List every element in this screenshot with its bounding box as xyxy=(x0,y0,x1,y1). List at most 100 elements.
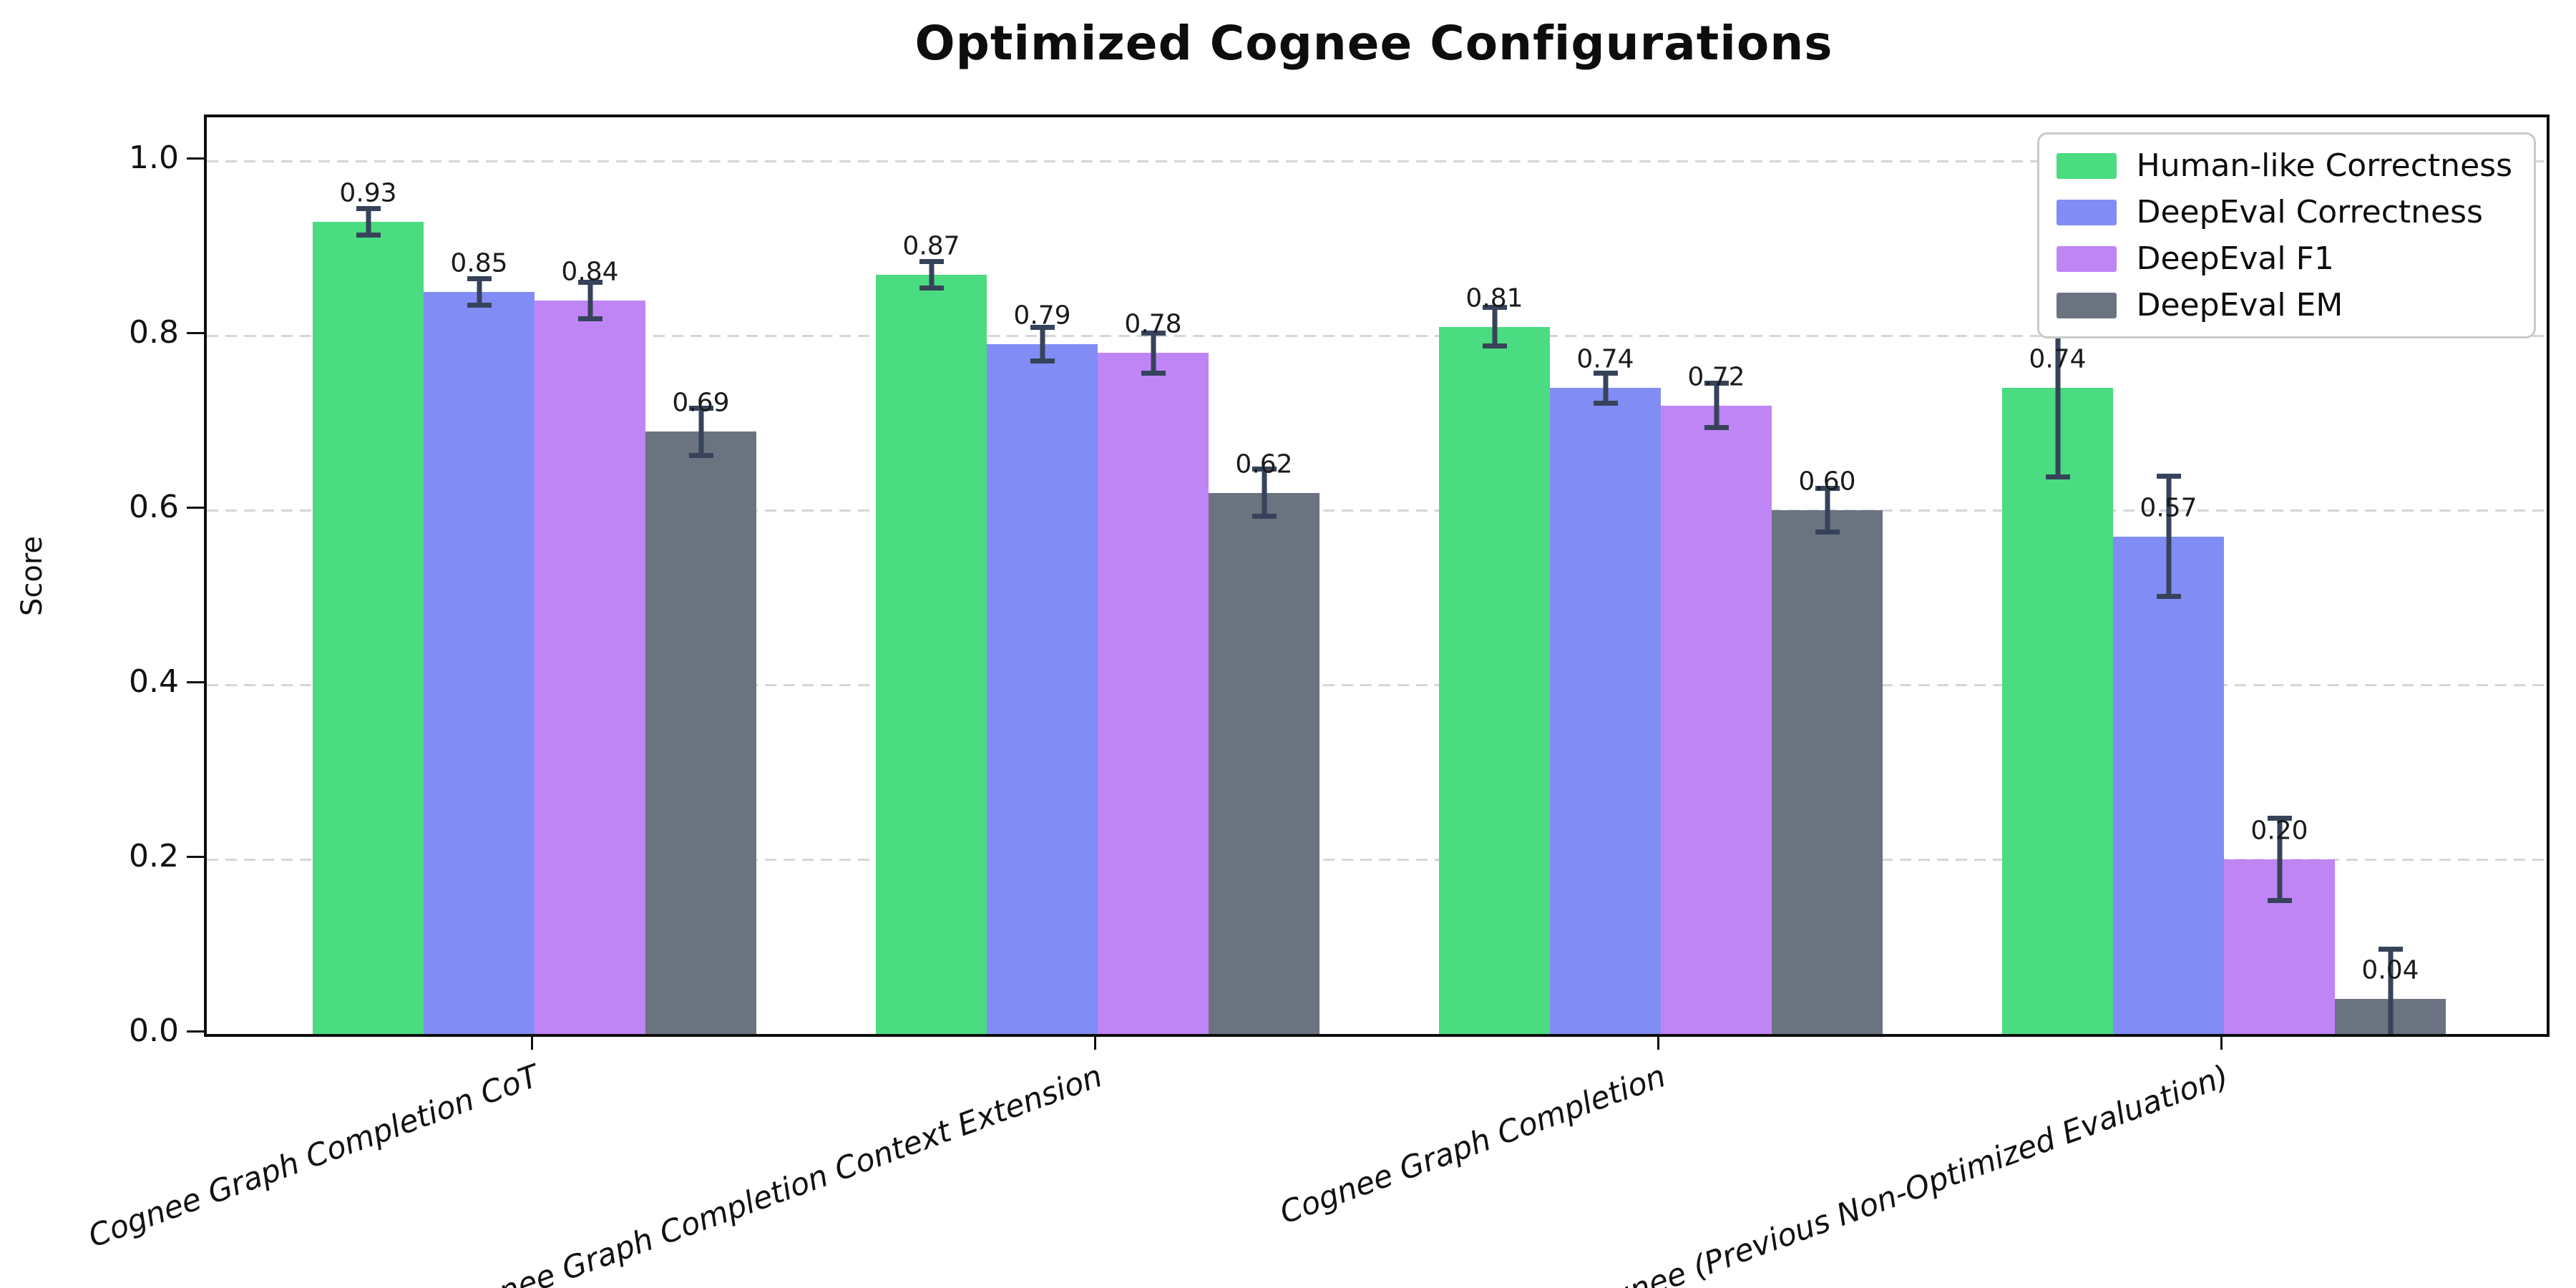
grid-line xyxy=(207,509,2547,512)
error-bar-cap-bottom xyxy=(1141,371,1166,376)
error-bar-line xyxy=(1040,325,1045,364)
value-label: 0.93 xyxy=(339,178,397,208)
y-tick-label: 0.8 xyxy=(129,314,179,351)
error-bar-cap-bottom xyxy=(1593,400,1618,406)
plot-inner: 0.93 0.85 0.84 0.69 0.87 0.79 0.78 0.62 0.81 0.74… xyxy=(207,117,2547,1034)
bar xyxy=(1439,326,1550,1034)
error-bar-cap-top xyxy=(467,276,492,282)
legend-item: DeepEval EM xyxy=(2056,287,2512,323)
chart-title: Optimized Cognee Configurations xyxy=(914,16,1833,71)
value-label: 0.69 xyxy=(672,388,730,418)
x-tick-mark xyxy=(1093,1034,1096,1050)
bar xyxy=(645,431,756,1034)
error-bar xyxy=(2267,816,2292,903)
bar xyxy=(876,274,987,1034)
bar xyxy=(1209,492,1319,1034)
x-tick-mark xyxy=(530,1034,533,1050)
error-bar xyxy=(1252,467,1277,519)
bar xyxy=(1772,510,1883,1034)
grid-line xyxy=(207,858,2547,861)
error-bar-cap-top xyxy=(1252,467,1277,472)
grid-line xyxy=(207,683,2547,686)
bar xyxy=(313,222,424,1034)
error-bar xyxy=(2156,473,2181,600)
value-label: 0.78 xyxy=(1124,309,1182,339)
error-bar-cap-bottom xyxy=(577,316,602,322)
y-tick-mark xyxy=(187,331,204,334)
error-bar-cap-top xyxy=(2156,473,2181,479)
error-bar xyxy=(2378,947,2403,1034)
bar xyxy=(1098,353,1209,1034)
x-tick-label: Cognee (Previous Non-Optimized Evaluatio… xyxy=(1568,1058,2234,1288)
y-tick-label: 0.4 xyxy=(129,663,179,700)
error-bar xyxy=(1030,325,1055,364)
error-bar-cap-top xyxy=(1141,330,1166,336)
error-bar-cap-top xyxy=(1482,305,1507,311)
x-tick-mark xyxy=(2220,1034,2223,1050)
bar xyxy=(1661,405,1772,1034)
value-label: 0.04 xyxy=(2361,955,2419,985)
value-label: 0.20 xyxy=(2250,816,2308,846)
bar xyxy=(535,301,645,1034)
error-bar-cap-bottom xyxy=(2156,594,2181,600)
value-label: 0.72 xyxy=(1687,362,1745,392)
legend-swatch xyxy=(2056,245,2117,272)
error-bar xyxy=(1141,330,1166,376)
x-tick-label: Cognee Graph Completion xyxy=(1275,1058,1671,1231)
error-bar-cap-top xyxy=(688,405,713,411)
bar xyxy=(987,344,1098,1034)
error-bar xyxy=(1815,485,1840,535)
error-bar-line xyxy=(366,206,371,238)
error-bar-cap-bottom xyxy=(1030,358,1055,364)
y-tick-label: 0.2 xyxy=(129,838,179,874)
error-bar-cap-bottom xyxy=(1252,514,1277,519)
y-tick-mark xyxy=(187,1030,204,1033)
y-tick-label: 1.0 xyxy=(129,140,179,176)
legend-label: Human-like Correctness xyxy=(2136,147,2512,184)
error-bar-cap-top xyxy=(1815,485,1840,491)
legend-label: DeepEval EM xyxy=(2136,287,2343,323)
error-bar-cap-bottom xyxy=(2267,898,2292,903)
error-bar xyxy=(688,405,713,458)
y-tick-mark xyxy=(187,506,204,509)
grid-line xyxy=(207,334,2547,337)
error-bar-line xyxy=(698,405,703,458)
error-bar-cap-bottom xyxy=(2045,474,2070,480)
legend-swatch xyxy=(2056,152,2117,179)
error-bar-cap-top xyxy=(2267,816,2292,821)
legend-label: DeepEval Correctness xyxy=(2136,194,2483,230)
x-tick-mark xyxy=(1657,1034,1659,1050)
value-label: 0.84 xyxy=(561,257,619,287)
y-tick-label: 0.6 xyxy=(129,489,179,525)
error-bar-cap-bottom xyxy=(356,233,381,238)
bar xyxy=(424,292,535,1034)
error-bar-cap-bottom xyxy=(688,452,713,458)
value-label: 0.79 xyxy=(1013,301,1071,331)
value-label: 0.60 xyxy=(1798,467,1856,497)
error-bar xyxy=(467,276,492,308)
error-bar-line xyxy=(2277,816,2282,903)
y-axis-label: Score xyxy=(16,535,49,617)
value-label: 0.74 xyxy=(2029,344,2087,374)
y-tick-label: 0.0 xyxy=(129,1013,179,1049)
bar xyxy=(2002,388,2113,1034)
legend-item: Human-like Correctness xyxy=(2056,147,2512,184)
value-label: 0.57 xyxy=(2140,493,2197,523)
error-bar-line xyxy=(1492,305,1497,349)
error-bar-line xyxy=(587,279,592,322)
legend-swatch xyxy=(2056,199,2117,225)
legend: Human-like Correctness DeepEval Correctne… xyxy=(2036,132,2536,338)
y-tick-mark xyxy=(187,680,204,683)
error-bar-cap-bottom xyxy=(919,285,944,291)
error-bar-line xyxy=(2166,473,2171,600)
error-bar xyxy=(1593,370,1618,406)
error-bar-line xyxy=(1151,330,1156,376)
error-bar-cap-top xyxy=(1030,325,1055,331)
value-label: 0.85 xyxy=(450,248,508,278)
value-label: 0.62 xyxy=(1235,449,1293,479)
legend-item: DeepEval Correctness xyxy=(2056,194,2512,230)
error-bar-line xyxy=(2055,296,2060,480)
error-bar-cap-top xyxy=(1593,370,1618,376)
error-bar xyxy=(577,279,602,322)
